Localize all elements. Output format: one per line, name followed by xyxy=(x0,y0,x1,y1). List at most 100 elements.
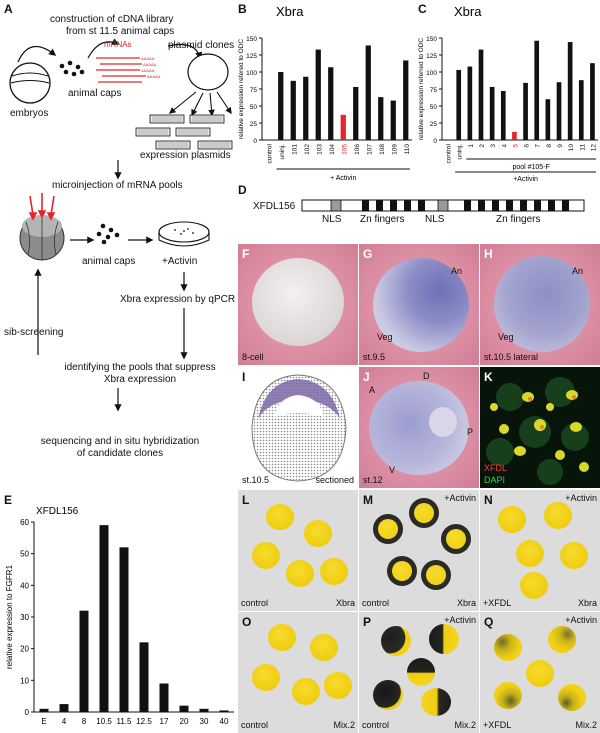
cap-o2 xyxy=(310,634,338,661)
bar xyxy=(578,80,584,140)
panel-label-n: N xyxy=(484,493,493,507)
cap-o4 xyxy=(292,678,320,705)
photo-k: XFDL DAPI K xyxy=(480,367,600,488)
x-tick-label: 11.5 xyxy=(117,717,133,726)
fluorescence-nuclei xyxy=(486,377,589,485)
cdna-library-text-2: from st 11.5 animal caps xyxy=(66,26,175,37)
animal-caps-dots-icon xyxy=(59,60,85,77)
x-tick-label: 4 xyxy=(62,717,67,726)
panel-label-g: G xyxy=(363,247,373,261)
bar xyxy=(179,705,189,712)
o-left-label: control xyxy=(241,720,269,730)
x-tick-label: 2 xyxy=(479,144,486,148)
embryo-icon xyxy=(9,62,51,104)
cap-n1 xyxy=(498,506,526,533)
y-tick-label: 20 xyxy=(20,645,29,654)
x-tick-label: 12.5 xyxy=(136,717,152,726)
y-tick-label: 60 xyxy=(20,518,29,527)
m-right-label: Xbra xyxy=(456,598,476,608)
bar xyxy=(340,114,346,140)
cap-m2 xyxy=(409,498,439,528)
microinjection-label: microinjection of mRNA pools xyxy=(52,180,183,191)
panel-label-d: D xyxy=(238,183,247,197)
cap-l4 xyxy=(286,560,314,587)
panel-label-i: I xyxy=(242,370,246,384)
q-right-label: Mix.2 xyxy=(575,720,597,730)
x-tick-label: 4 xyxy=(501,144,508,148)
bar xyxy=(328,67,334,140)
bar xyxy=(139,642,149,712)
cap-q5 xyxy=(558,684,586,711)
sib-screening-label: sib-screening xyxy=(4,327,64,338)
embryo-st9-5 xyxy=(373,258,469,352)
y-tick-label: 30 xyxy=(20,613,29,622)
cap-o1 xyxy=(268,624,296,651)
h-stage-label: st.10.5 lateral xyxy=(484,352,539,362)
panel-label-e: E xyxy=(4,493,13,507)
photo-j: A D P V st.12 J xyxy=(359,367,479,488)
cap-l2 xyxy=(304,520,332,547)
j-d-label: D xyxy=(423,371,430,381)
x-tick-label: 102 xyxy=(304,144,311,155)
photo-n: +Activin +XFDL Xbra N xyxy=(480,490,600,611)
panel-label-a: A xyxy=(4,2,13,16)
panel-label-p: P xyxy=(363,615,372,629)
o-right-label: Mix.2 xyxy=(333,720,355,730)
cap-o5 xyxy=(324,672,352,699)
l-left-label: control xyxy=(241,598,269,608)
l-right-label: Xbra xyxy=(335,598,355,608)
bar xyxy=(119,547,129,712)
zn-fingers-label-1: Zn fingers xyxy=(360,214,405,225)
svg-text:AAAAA: AAAAA xyxy=(147,74,161,79)
y-tick-label: 10 xyxy=(20,676,29,685)
panel-label-h: H xyxy=(484,247,493,261)
x-tick-label: 109 xyxy=(391,144,398,155)
x-tick-label: 105 xyxy=(341,144,348,155)
cap-n4 xyxy=(560,542,588,569)
bar xyxy=(99,525,109,712)
x-tick-label: 10.5 xyxy=(96,717,112,726)
x-tick-label: 17 xyxy=(160,717,169,726)
x-tick-label: uninj. xyxy=(279,144,286,160)
identify-label: identifying the pools that suppress Xbra… xyxy=(20,362,260,386)
bar xyxy=(315,49,321,141)
photo-h: An Veg st.10.5 lateral H xyxy=(480,244,600,365)
bar xyxy=(556,82,562,140)
g-stage-label: st.9.5 xyxy=(363,352,386,362)
nls-label-1: NLS xyxy=(322,214,342,225)
n-right-label: Xbra xyxy=(577,598,597,608)
bar xyxy=(378,97,384,140)
domain-diagram xyxy=(301,199,585,212)
cap-p5 xyxy=(421,688,451,716)
cap-n3 xyxy=(516,540,544,567)
g-veg-label: Veg xyxy=(377,332,393,342)
y-tick-label: 125 xyxy=(426,53,437,60)
bar xyxy=(303,76,309,140)
y-tick-label: 0 xyxy=(25,708,30,717)
embryo-8cell xyxy=(252,258,344,346)
y-axis-label: relative expression refered to ODC xyxy=(238,39,245,139)
y-axis-label: relative expression to FGFR1 xyxy=(5,564,14,669)
embryos-label: embryos xyxy=(10,108,49,119)
qpcr-label: Xbra expression by qPCR xyxy=(120,294,236,305)
x-tick-label: 104 xyxy=(329,144,336,155)
x-tick-label: 30 xyxy=(200,717,209,726)
y-tick-label: 25 xyxy=(250,121,258,128)
domain-gene-label: XFDL156 xyxy=(253,201,296,212)
photo-o: control Mix.2 O xyxy=(238,612,358,733)
chart-title: XFDL156 xyxy=(36,506,79,517)
x-tick-label: 12 xyxy=(590,144,597,152)
bar xyxy=(456,69,462,140)
plasmid-clones-label: plasmid clones xyxy=(168,40,235,51)
y-tick-label: 100 xyxy=(426,70,437,77)
panel-label-j: J xyxy=(363,370,370,384)
y-tick-label: 50 xyxy=(430,104,438,111)
expression-plasmids-label: expression plasmids xyxy=(140,150,231,161)
photo-m: +Activin control Xbra M xyxy=(359,490,479,611)
bar xyxy=(403,60,409,140)
x-tick-label: 1 xyxy=(468,144,475,148)
cap-l3 xyxy=(252,542,280,569)
panel-label-m: M xyxy=(363,493,373,507)
y-tick-label: 0 xyxy=(253,138,257,145)
